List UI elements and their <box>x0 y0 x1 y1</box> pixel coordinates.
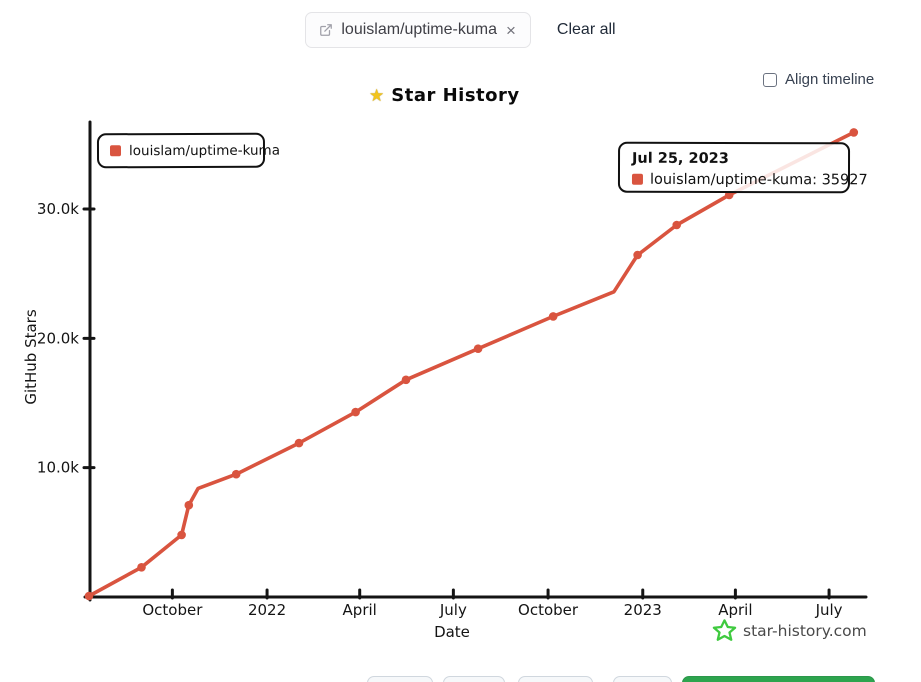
site-logo: star-history.com <box>712 618 867 643</box>
data-point[interactable] <box>849 128 859 137</box>
x-tick-label: April <box>343 601 377 619</box>
data-point[interactable] <box>633 250 642 260</box>
site-logo-label: star-history.com <box>743 621 867 640</box>
legend: louislam/uptime-kuma <box>96 132 280 169</box>
series-line[interactable] <box>87 130 856 598</box>
bottom-button-4[interactable] <box>613 676 672 682</box>
tooltip-swatch <box>631 174 643 186</box>
align-timeline-control[interactable]: Align timeline <box>763 71 874 88</box>
repo-tag-label: louislam/uptime-kuma <box>341 21 497 38</box>
bottom-button-1[interactable] <box>367 676 433 682</box>
y-axis-ticks: 10.0k 20.0k 30.0k <box>37 200 96 477</box>
align-timeline-checkbox[interactable] <box>763 72 777 87</box>
data-point[interactable] <box>672 220 681 230</box>
legend-swatch <box>109 145 122 157</box>
bottom-button-primary[interactable] <box>682 676 875 682</box>
chart-title: ★ Star History <box>369 85 520 106</box>
repo-tag[interactable]: louislam/uptime-kuma × <box>305 12 531 48</box>
external-link-icon[interactable] <box>319 23 333 37</box>
x-tick-label: October <box>518 601 579 619</box>
data-point[interactable] <box>548 312 558 321</box>
x-tick-label: 2022 <box>248 601 286 619</box>
series-group[interactable] <box>84 128 859 601</box>
x-tick-label: July <box>815 601 843 619</box>
data-point[interactable] <box>473 344 483 354</box>
remove-repo-icon[interactable]: × <box>505 20 516 40</box>
x-tick-label: July <box>439 601 467 619</box>
y-tick-label: 20.0k <box>37 329 79 347</box>
data-point[interactable] <box>231 469 241 479</box>
star-emoji-icon: ★ <box>369 85 385 106</box>
x-tick-label: October <box>142 601 203 619</box>
x-axis-ticks: October 2022 April July October 2023 April July <box>142 588 843 619</box>
data-point[interactable] <box>401 375 411 385</box>
chart-title-text: Star History <box>391 85 520 106</box>
x-tick-label: April <box>718 601 752 619</box>
y-tick-label: 30.0k <box>37 200 79 218</box>
data-point[interactable] <box>294 438 304 448</box>
align-timeline-label[interactable]: Align timeline <box>785 71 875 88</box>
data-point[interactable] <box>351 407 360 417</box>
x-tick-label: 2023 <box>624 601 662 619</box>
tooltip-entry-text: louislam/uptime-kuma: 35927 <box>649 171 868 189</box>
data-point[interactable] <box>137 563 146 572</box>
x-axis-title: Date <box>434 623 470 641</box>
star-logo-icon <box>712 619 737 641</box>
data-point[interactable] <box>84 591 94 601</box>
data-point[interactable] <box>184 500 194 510</box>
data-point[interactable] <box>177 530 186 540</box>
top-toolbar: louislam/uptime-kuma × Clear all <box>0 12 921 48</box>
tooltip-date: Jul 25, 2023 <box>632 150 729 167</box>
legend-label: louislam/uptime-kuma <box>128 142 280 159</box>
tooltip-entry: louislam/uptime-kuma: 35927 <box>631 172 868 188</box>
y-tick-label: 10.0k <box>37 459 79 477</box>
bottom-button-2[interactable] <box>443 676 505 682</box>
clear-all-button[interactable]: Clear all <box>556 21 616 38</box>
y-axis-title: GitHub Stars <box>22 309 40 405</box>
tooltip: Jul 25, 2023 louislam/uptime-kuma: 35927 <box>617 141 868 194</box>
bottom-button-3[interactable] <box>518 676 593 682</box>
